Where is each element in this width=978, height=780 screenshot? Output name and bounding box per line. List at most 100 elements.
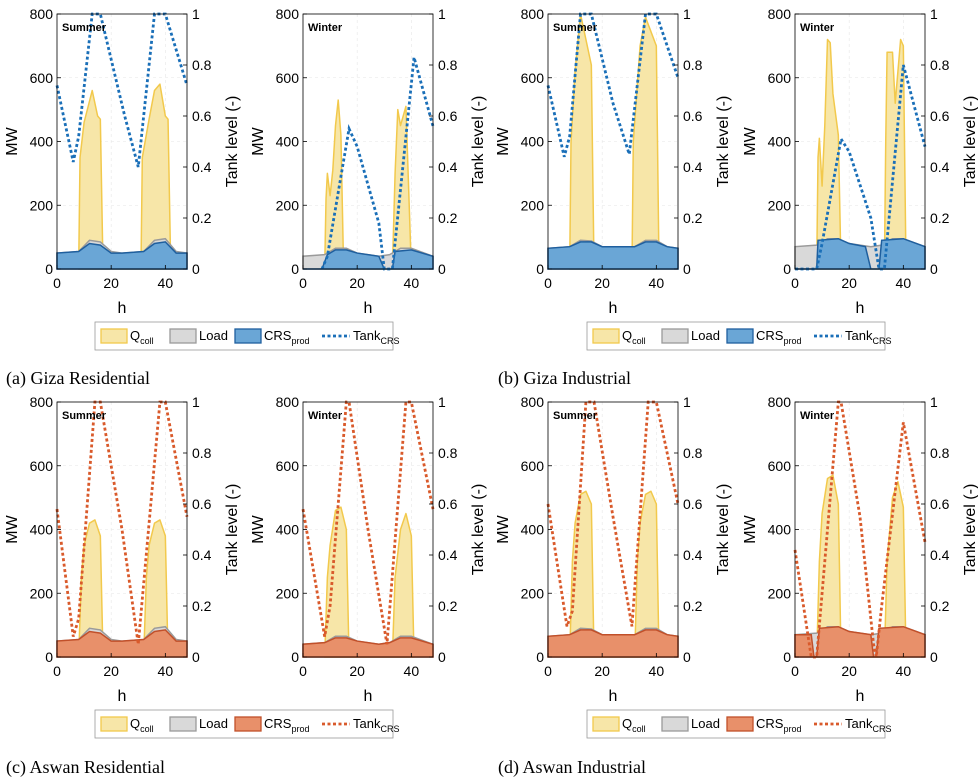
chart-panel-c-summer: 0 200 400 600 800 0 0.2 0.4 0.6 0.8 1 0 20 40 h MW Tank … — [4, 394, 241, 705]
y2-axis-label: Tank level (-) — [962, 484, 978, 576]
y-tick-label: 600 — [521, 70, 545, 86]
y-tick-label: 800 — [521, 394, 545, 410]
y2-tick-label: 0.6 — [438, 108, 458, 124]
y2-tick-label: 0.8 — [683, 445, 703, 461]
tank-level-line — [795, 64, 927, 271]
y2-tick-label: 0 — [192, 261, 200, 277]
y-tick-label: 0 — [536, 261, 544, 277]
chart-panel-d-winter: 0 200 400 600 800 0 0.2 0.4 0.6 0.8 1 0 20 40 h MW Tank … — [742, 394, 978, 705]
tank-level-line — [55, 400, 189, 645]
x-tick-label: 20 — [103, 275, 119, 291]
y-tick-label: 0 — [291, 649, 299, 665]
y-tick-label: 0 — [783, 261, 791, 277]
y2-axis-label: Tank level (-) — [962, 96, 978, 188]
y2-tick-label: 0.8 — [192, 57, 212, 73]
x-axis-label: h — [118, 688, 127, 705]
chart-panel-b-summer: 0 200 400 600 800 0 0.2 0.4 0.6 0.8 1 0 20 40 h MW Tank … — [495, 6, 732, 317]
legend: Qcoll Load CRSprod TankCRS — [94, 321, 399, 351]
y2-tick-label: 1 — [438, 394, 446, 410]
y2-tick-label: 0.4 — [683, 159, 703, 175]
season-title: Summer — [553, 22, 598, 34]
y2-axis-label: Tank level (-) — [470, 96, 487, 188]
legend-label-load: Load — [199, 328, 228, 343]
x-tick-label: 0 — [299, 663, 307, 679]
crs-prod-area — [794, 625, 926, 658]
y-tick-label: 400 — [768, 134, 792, 150]
y-axis-label: MW — [4, 514, 21, 543]
x-tick-label: 0 — [544, 663, 552, 679]
y2-tick-label: 0.4 — [192, 159, 212, 175]
legend-swatch-load — [169, 716, 197, 732]
y2-tick-label: 0.2 — [683, 210, 703, 226]
x-tick-label: 40 — [896, 275, 912, 291]
season-title: Summer — [553, 410, 598, 422]
legend-swatch-crs — [726, 716, 754, 732]
y2-tick-label: 0.8 — [438, 445, 458, 461]
y-tick-label: 400 — [521, 522, 545, 538]
y2-tick-label: 1 — [192, 394, 200, 410]
chart-panel-a-summer: 0 200 400 600 800 0 0.2 0.4 0.6 0.8 1 0 20 40 h MW Tank … — [4, 6, 241, 317]
x-tick-label: 20 — [349, 275, 365, 291]
x-tick-label: 20 — [594, 275, 610, 291]
y-tick-label: 800 — [30, 6, 54, 22]
y-tick-label: 800 — [768, 394, 792, 410]
x-tick-label: 40 — [158, 275, 174, 291]
y-tick-label: 0 — [536, 649, 544, 665]
y-axis-label: MW — [250, 514, 267, 543]
crs-prod-area — [56, 241, 188, 270]
y2-tick-label: 0.4 — [438, 159, 458, 175]
y-axis-label: MW — [742, 514, 759, 543]
x-tick-label: 40 — [649, 663, 665, 679]
y-tick-label: 600 — [30, 70, 54, 86]
y-tick-label: 0 — [783, 649, 791, 665]
x-tick-label: 0 — [299, 275, 307, 291]
chart-panel-c-winter: 0 200 400 600 800 0 0.2 0.4 0.6 0.8 1 0 20 40 h MW Tank … — [250, 394, 487, 705]
x-axis-label: h — [609, 300, 618, 317]
season-title: Winter — [800, 22, 835, 34]
y-tick-label: 200 — [276, 585, 300, 601]
qcoll-area — [77, 83, 172, 270]
x-axis-label: h — [856, 688, 865, 705]
y2-tick-label: 0 — [683, 649, 691, 665]
caption-b: (b) Giza Industrial — [498, 368, 631, 388]
y2-tick-label: 0.2 — [930, 210, 950, 226]
y-tick-label: 0 — [45, 649, 53, 665]
y-tick-label: 200 — [768, 197, 792, 213]
y2-tick-label: 0.4 — [192, 547, 212, 563]
y-tick-label: 800 — [276, 394, 300, 410]
legend-swatch-load — [661, 716, 689, 732]
season-title: Winter — [308, 410, 343, 422]
x-tick-label: 40 — [404, 275, 420, 291]
x-tick-label: 20 — [103, 663, 119, 679]
y-tick-label: 200 — [521, 585, 545, 601]
chart-panel-d-summer: 0 200 400 600 800 0 0.2 0.4 0.6 0.8 1 0 20 40 h MW Tank … — [495, 394, 732, 705]
y2-tick-label: 0 — [438, 649, 446, 665]
y2-tick-label: 0.2 — [438, 210, 458, 226]
y-tick-label: 400 — [768, 522, 792, 538]
legend-swatch-crs — [234, 328, 262, 344]
legend-swatch-qcoll — [100, 716, 128, 732]
y2-tick-label: 0.8 — [192, 445, 212, 461]
y-tick-label: 200 — [276, 197, 300, 213]
legend-swatch-crs — [234, 716, 262, 732]
y2-tick-label: 1 — [683, 394, 691, 410]
season-title: Summer — [62, 410, 107, 422]
y-tick-label: 600 — [30, 458, 54, 474]
tank-level-line — [546, 12, 680, 158]
x-tick-label: 20 — [594, 663, 610, 679]
y2-tick-label: 0 — [192, 649, 200, 665]
x-tick-label: 20 — [841, 663, 857, 679]
x-tick-label: 40 — [649, 275, 665, 291]
y2-axis-label: Tank level (-) — [715, 484, 732, 576]
caption-c: (c) Aswan Residential — [6, 757, 165, 777]
y-axis-label: MW — [742, 126, 759, 155]
x-tick-label: 40 — [158, 663, 174, 679]
y-tick-label: 600 — [521, 458, 545, 474]
y-tick-label: 200 — [30, 585, 54, 601]
crs-prod-area — [303, 249, 434, 270]
x-tick-label: 0 — [53, 275, 61, 291]
chart-panel-a-winter: 0 200 400 600 800 0 0.2 0.4 0.6 0.8 1 0 20 40 h MW Tank … — [250, 6, 487, 317]
y-axis-label: MW — [4, 126, 21, 155]
y-tick-label: 200 — [768, 585, 792, 601]
